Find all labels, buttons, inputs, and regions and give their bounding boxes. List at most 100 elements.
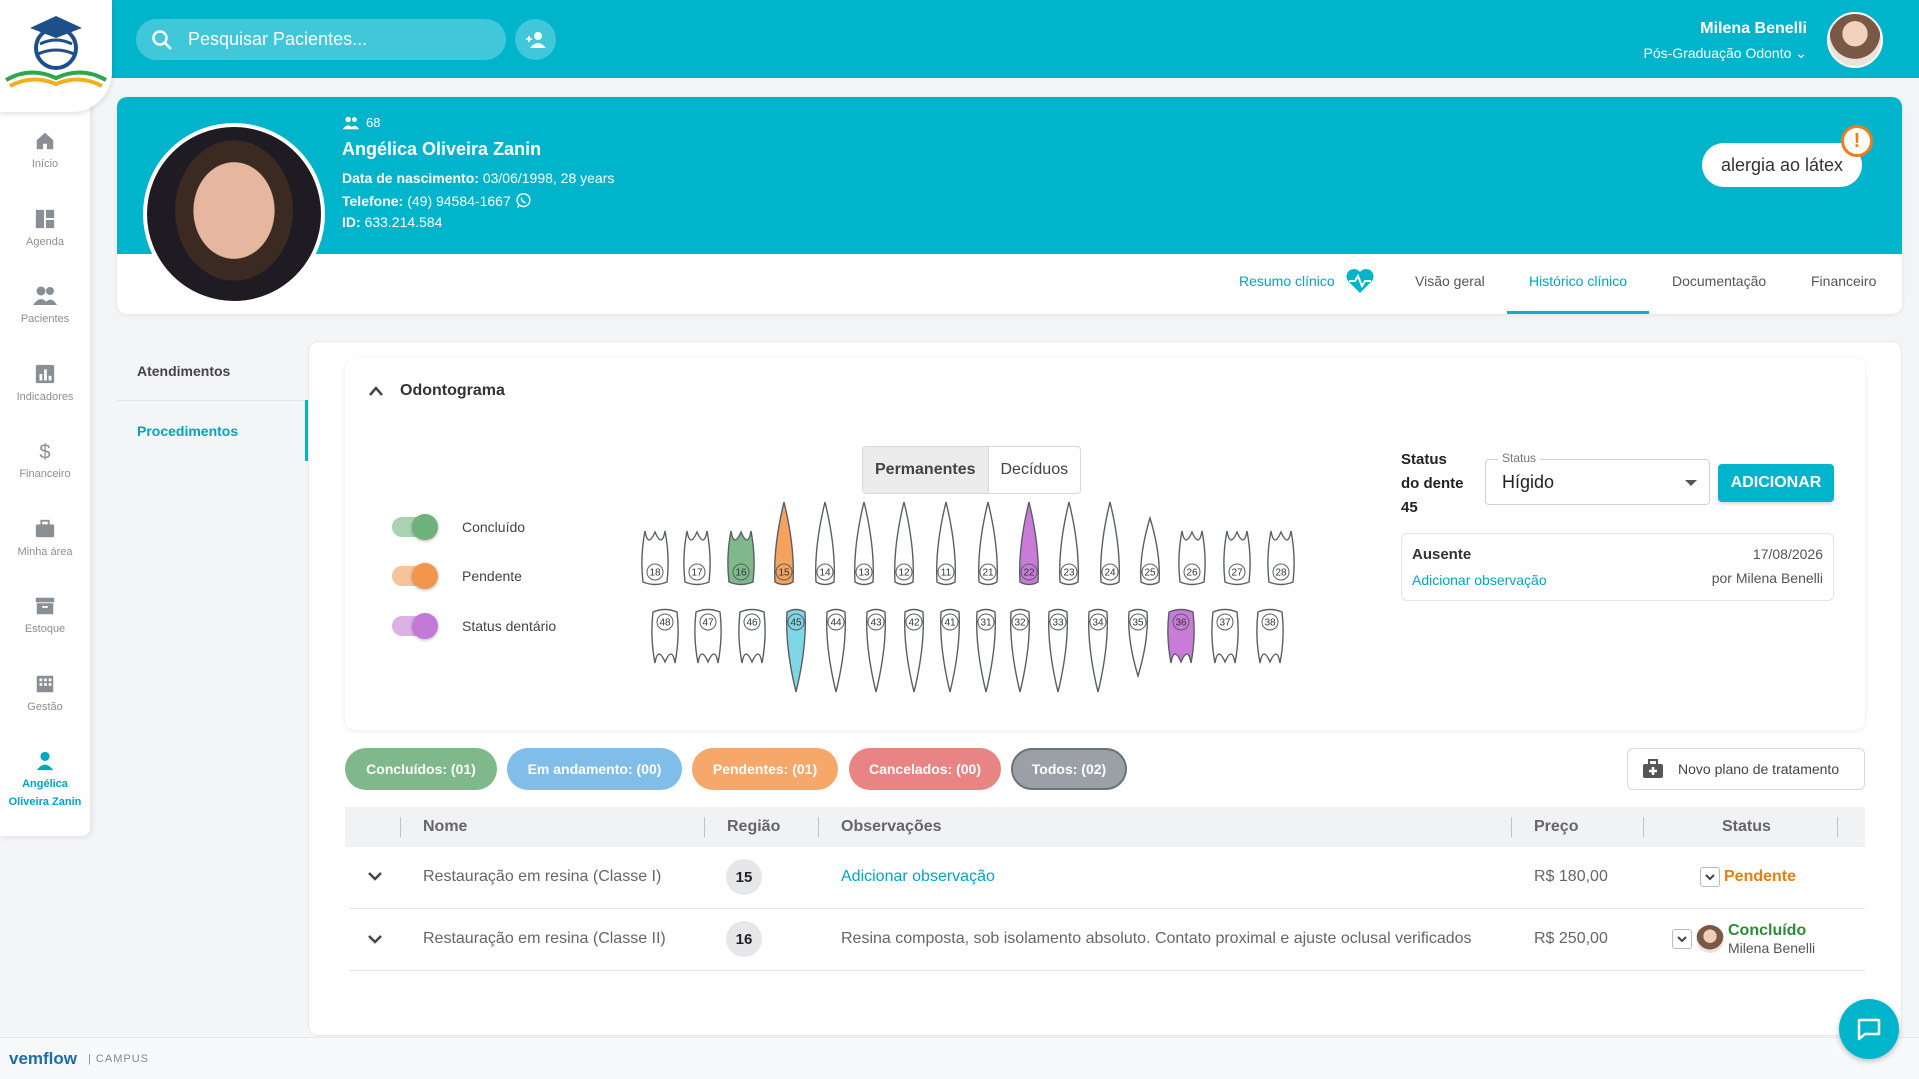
tooth-15[interactable]: 15 [770, 500, 798, 586]
tooth-41[interactable]: 41 [936, 608, 964, 694]
tooth-16[interactable]: 16 [724, 528, 758, 586]
tooth-13[interactable]: 13 [850, 500, 878, 586]
sidebar-item-indicadores[interactable]: Indicadores [0, 363, 90, 433]
tooth-number: 25 [1144, 568, 1156, 579]
sidebar-item-financeiro[interactable]: $ Financeiro [0, 440, 90, 510]
tab-financeiro[interactable]: Financeiro [1811, 273, 1877, 289]
tooth-25[interactable]: 25 [1136, 516, 1164, 586]
chat-button[interactable] [1839, 999, 1899, 1059]
filter-todos[interactable]: Todos: (02) [1011, 748, 1127, 790]
toggle-permanentes[interactable]: Permanentes [863, 447, 988, 493]
col-nome[interactable]: Nome [423, 818, 468, 835]
tooth-status-select[interactable]: Status Hígido [1485, 451, 1710, 505]
tooth-33[interactable]: 33 [1044, 608, 1072, 694]
app-logo[interactable] [0, 0, 112, 112]
tooth-38[interactable]: 38 [1253, 608, 1287, 666]
tooth-42[interactable]: 42 [900, 608, 928, 694]
sidebar-label: Agenda [26, 236, 64, 248]
program-selector[interactable]: Pós-Graduação Odonto ⌄ [1644, 45, 1808, 62]
column-separator [400, 817, 401, 837]
toggle-status-dentario[interactable] [392, 613, 438, 639]
sidebar-item-current-patient[interactable]: Angélica Oliveira Zanin [0, 750, 90, 820]
col-preco[interactable]: Preço [1534, 818, 1579, 835]
col-regiao[interactable]: Região [727, 818, 781, 835]
chevron-up-icon[interactable] [368, 384, 384, 398]
new-treatment-plan-button[interactable]: Novo plano de tratamento [1627, 748, 1865, 790]
building-icon [36, 675, 54, 693]
tooth-27[interactable]: 27 [1220, 528, 1254, 586]
chevron-down-icon[interactable] [367, 933, 383, 945]
tooth-48[interactable]: 48 [648, 608, 682, 666]
patient-search[interactable] [136, 19, 506, 60]
tooth-24[interactable]: 24 [1096, 500, 1124, 586]
tooth-18[interactable]: 18 [638, 528, 672, 586]
tooth-35[interactable]: 35 [1124, 608, 1152, 678]
tooth-22[interactable]: 22 [1015, 500, 1043, 586]
filter-cancelados[interactable]: Cancelados: (00) [849, 748, 1001, 790]
patient-count-value: 68 [366, 115, 381, 130]
filter-concluidos[interactable]: Concluídos: (01) [345, 748, 497, 790]
tab-documentacao[interactable]: Documentação [1672, 273, 1767, 289]
tooth-17[interactable]: 17 [680, 528, 714, 586]
status-dropdown[interactable] [1672, 929, 1692, 949]
tooth-23[interactable]: 23 [1055, 500, 1083, 586]
tab-resumo-clinico[interactable]: Resumo clínico [1239, 268, 1375, 294]
tab-visao-geral[interactable]: Visão geral [1415, 273, 1485, 289]
tooth-31[interactable]: 31 [972, 608, 1000, 694]
tooth-12[interactable]: 12 [890, 500, 918, 586]
tooth-32[interactable]: 32 [1006, 608, 1034, 694]
status-pendente[interactable]: Pendente [1700, 867, 1796, 887]
legend-pendente[interactable]: Pendente [392, 563, 522, 589]
add-status-button[interactable]: ADICIONAR [1718, 464, 1834, 502]
sidebar-item-estoque[interactable]: Estoque [0, 595, 90, 665]
tooth-46[interactable]: 46 [735, 608, 769, 666]
column-separator [1837, 817, 1838, 837]
toggle-deciduos[interactable]: Decíduos [987, 447, 1081, 493]
filter-pendentes[interactable]: Pendentes: (01) [692, 748, 838, 790]
archive-icon [35, 597, 55, 615]
sidebar-item-minha-area[interactable]: Minha área [0, 518, 90, 588]
submenu-procedimentos[interactable]: Procedimentos [137, 423, 239, 439]
col-status[interactable]: Status [1722, 818, 1771, 835]
sidebar-label: Minha área [17, 546, 73, 558]
tooth-14[interactable]: 14 [811, 500, 839, 586]
column-separator [1511, 817, 1512, 837]
search-input[interactable] [188, 29, 488, 50]
tab-historico-clinico[interactable]: Histórico clínico [1529, 273, 1628, 289]
add-patient-button[interactable] [515, 19, 556, 60]
add-observation-link[interactable]: Adicionar observação [1412, 572, 1547, 588]
tooth-43[interactable]: 43 [862, 608, 890, 694]
col-observacoes[interactable]: Observações [841, 818, 942, 835]
status-dropdown[interactable] [1700, 867, 1720, 887]
tooth-11[interactable]: 11 [932, 500, 960, 586]
sidebar-item-pacientes[interactable]: Pacientes [0, 285, 90, 355]
tooth-number: 17 [691, 568, 703, 579]
tooth-21[interactable]: 21 [974, 500, 1002, 586]
sidebar-item-agenda[interactable]: Agenda [0, 208, 90, 278]
toggle-concluido[interactable] [392, 514, 438, 540]
dollar-icon: $ [39, 441, 50, 462]
tooth-44[interactable]: 44 [822, 608, 850, 694]
tooth-45[interactable]: 45 [782, 608, 810, 694]
toggle-pendente[interactable] [392, 563, 438, 589]
sidebar-item-gestao[interactable]: Gestão [0, 673, 90, 743]
chevron-down-icon[interactable] [367, 870, 383, 882]
allergy-badge[interactable]: alergia ao látex [1702, 143, 1862, 187]
tooth-37[interactable]: 37 [1208, 608, 1242, 666]
tooth-47[interactable]: 47 [691, 608, 725, 666]
legend-status-dentario[interactable]: Status dentário [392, 613, 556, 639]
submenu-atendimentos[interactable]: Atendimentos [137, 363, 231, 379]
whatsapp-icon[interactable] [515, 192, 532, 209]
user-avatar[interactable] [1827, 12, 1883, 68]
tooth-number: 36 [1175, 618, 1187, 629]
add-observation-link[interactable]: Adicionar observação [841, 868, 995, 885]
tooth-28[interactable]: 28 [1264, 528, 1298, 586]
filter-em-andamento[interactable]: Em andamento: (00) [507, 748, 682, 790]
sidebar-item-inicio[interactable]: Início [0, 130, 90, 200]
tooth-34[interactable]: 34 [1084, 608, 1112, 694]
dashboard-icon [35, 209, 55, 229]
status-concluido[interactable]: Concluído Milena Benelli [1672, 922, 1815, 956]
tooth-26[interactable]: 26 [1175, 528, 1209, 586]
tooth-36[interactable]: 36 [1164, 608, 1198, 666]
legend-concluido[interactable]: Concluído [392, 514, 525, 540]
